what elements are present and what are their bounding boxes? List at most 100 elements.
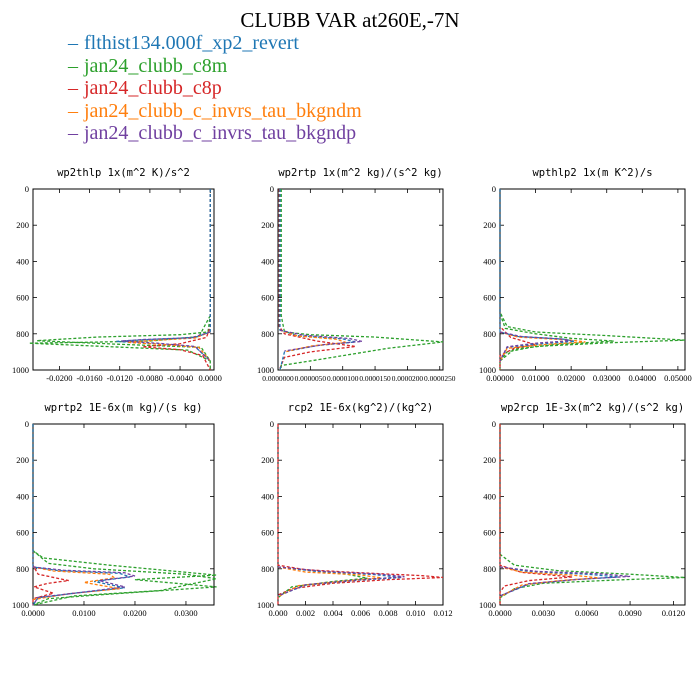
y-tick-label: 200 [16, 455, 29, 465]
y-tick-label: 600 [261, 293, 274, 303]
x-tick-label: 0.006 [351, 608, 370, 618]
series-line [499, 331, 586, 362]
series-line [499, 313, 614, 362]
x-tick-label: 0.0000000 [262, 374, 294, 383]
series-line [499, 189, 536, 370]
legend-item: – jan24_clubb_c_invrs_tau_bkgndm [68, 100, 362, 123]
y-tick-label: 1000 [479, 600, 496, 610]
x-tick-label: 0.02000 [557, 373, 585, 383]
y-tick-label: 800 [483, 329, 496, 339]
y-tick-label: 400 [483, 256, 496, 266]
series-line [32, 566, 136, 606]
y-tick-label: 400 [16, 491, 29, 501]
x-tick-label: 0.002 [296, 608, 315, 618]
y-tick-label: 800 [261, 329, 274, 339]
legend-line-marker: – [68, 99, 78, 122]
series-line [499, 331, 572, 362]
x-tick-label: 0.012 [433, 608, 452, 618]
y-tick-label: 0 [492, 184, 496, 194]
panel-title: wp2rcp 1E-3x(m^2 kg)/(s^2 kg) [501, 402, 684, 414]
legend-item: – jan24_clubb_c_invrs_tau_bkgndp [68, 122, 362, 145]
series-line [32, 424, 131, 606]
y-tick-label: 400 [16, 256, 29, 266]
x-tick-label: 0.01000 [522, 373, 550, 383]
y-tick-label: 600 [483, 528, 496, 538]
y-tick-label: 400 [483, 491, 496, 501]
y-tick-label: 800 [483, 564, 496, 574]
x-tick-label: 0.0000250 [424, 374, 456, 383]
x-tick-label: 0.0300 [174, 608, 197, 618]
panel-title: rcp2 1E-6x(kg^2)/(kg^2) [288, 402, 433, 414]
y-tick-label: 400 [261, 491, 274, 501]
x-tick-label: -0.0200 [46, 373, 72, 383]
series-line [280, 189, 444, 370]
x-tick-label: -0.0120 [107, 373, 133, 383]
legend-line-marker: – [68, 32, 78, 54]
x-tick-label: 0.004 [323, 608, 343, 618]
x-tick-label: 0.0200 [123, 608, 146, 618]
series-line [127, 331, 211, 362]
y-tick-label: 400 [261, 256, 274, 266]
series-line [32, 550, 217, 606]
x-tick-label: 0.0000 [488, 608, 511, 618]
y-tick-label: 0 [25, 419, 29, 429]
series-line [279, 189, 356, 371]
legend: – flthist134.000f_xp2_revert – jan24_clubb_… [68, 32, 362, 145]
x-tick-label: 0.000 [268, 608, 287, 618]
legend-line-marker: – [68, 54, 78, 77]
x-tick-label: 0.0000 [199, 373, 222, 383]
y-tick-label: 600 [16, 293, 29, 303]
y-tick-label: 1000 [12, 365, 29, 375]
y-tick-label: 1000 [479, 365, 496, 375]
y-tick-label: 200 [261, 220, 274, 230]
series-line [277, 424, 444, 605]
x-tick-label: 0.0000100 [327, 374, 359, 383]
x-tick-label: -0.0040 [167, 373, 193, 383]
legend-label: jan24_clubb_c_invrs_tau_bkgndp [84, 122, 357, 144]
legend-line-marker: – [68, 77, 78, 99]
y-tick-label: 1000 [257, 600, 274, 610]
legend-item: – jan24_clubb_c8m [68, 55, 362, 78]
panel-title: wp2rtp 1x(m^2 kg)/(s^2 kg) [278, 167, 442, 179]
y-tick-label: 600 [16, 528, 29, 538]
x-tick-label: 0.0090 [618, 608, 641, 618]
series-line [499, 566, 599, 598]
y-tick-label: 800 [261, 564, 274, 574]
x-tick-label: 0.0000200 [392, 374, 424, 383]
x-tick-label: 0.0030 [532, 608, 555, 618]
series-line [499, 424, 573, 605]
series-line [279, 329, 363, 352]
legend-item: – jan24_clubb_c8p [68, 77, 362, 100]
y-tick-label: 1000 [257, 365, 274, 375]
x-tick-label: 0.0000050 [295, 374, 327, 383]
x-tick-label: 0.010 [406, 608, 425, 618]
x-tick-label: 0.05000 [664, 373, 692, 383]
y-tick-label: 600 [261, 528, 274, 538]
x-tick-label: 0.0000150 [359, 374, 391, 383]
series-line [32, 566, 120, 601]
legend-label: jan24_clubb_c_invrs_tau_bkgndm [84, 99, 362, 122]
series-line [277, 566, 405, 597]
x-tick-label: 0.03000 [593, 373, 621, 383]
series-line [279, 329, 347, 353]
legend-line-marker: – [68, 122, 78, 144]
legend-label: jan24_clubb_c8p [84, 77, 222, 99]
y-tick-label: 200 [261, 455, 274, 465]
x-tick-label: -0.0080 [137, 373, 163, 383]
series-line [31, 424, 69, 605]
series-line [277, 566, 382, 598]
y-tick-label: 0 [25, 184, 29, 194]
y-tick-label: 800 [16, 329, 29, 339]
series-line [115, 189, 211, 362]
series-line [36, 189, 211, 370]
y-tick-label: 200 [16, 220, 29, 230]
panel-title: wpthlp2 1x(m K^2)/s [532, 167, 652, 179]
x-tick-label: 0.0120 [662, 608, 685, 618]
x-tick-label: 0.008 [378, 608, 397, 618]
series-line [499, 566, 631, 597]
y-tick-label: 0 [270, 419, 274, 429]
y-tick-label: 0 [270, 184, 274, 194]
legend-item: – flthist134.000f_xp2_revert [68, 32, 362, 55]
plot-frame [277, 188, 444, 371]
